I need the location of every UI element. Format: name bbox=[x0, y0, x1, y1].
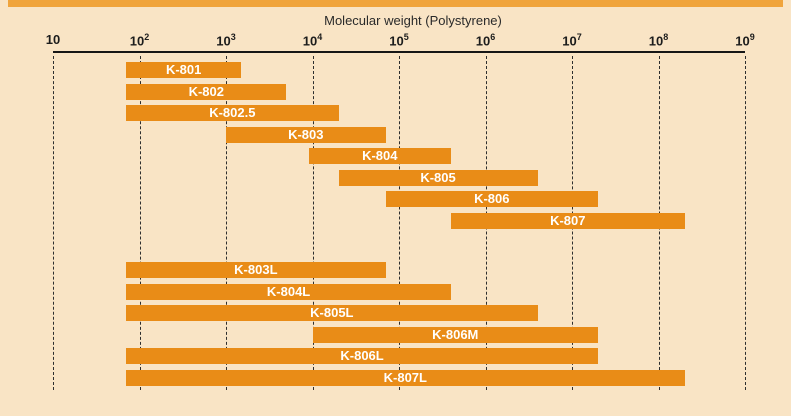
range-bar-label: K-803L bbox=[234, 262, 278, 277]
range-bar-k-805l: K-805L bbox=[126, 305, 538, 321]
range-bar-k-803l: K-803L bbox=[126, 262, 386, 278]
range-bar-label: K-804 bbox=[362, 148, 398, 163]
top-accent-bar bbox=[8, 0, 783, 7]
chart-title: Molecular weight (Polystyrene) bbox=[324, 13, 502, 28]
x-tick-label: 106 bbox=[475, 32, 496, 49]
x-tick-label: 103 bbox=[216, 32, 236, 49]
x-tick-label: 104 bbox=[302, 32, 323, 49]
range-bar-k-806l: K-806L bbox=[126, 348, 599, 364]
range-bar-label: K-802 bbox=[188, 83, 224, 99]
range-bar-label: K-801 bbox=[165, 62, 202, 77]
range-bar-k-806: K-806 bbox=[385, 191, 599, 207]
range-bar-k-802: K-802 bbox=[126, 83, 287, 100]
range-bar-label: K-806L bbox=[340, 348, 384, 363]
x-tick-label: 108 bbox=[648, 32, 669, 49]
range-bar-k-806m: K-806M bbox=[312, 326, 599, 343]
range-bar-k-802-5: K-802.5 bbox=[126, 105, 339, 121]
gridline bbox=[745, 56, 746, 390]
x-tick-label: 109 bbox=[735, 32, 755, 49]
x-tick-label: 10 bbox=[45, 32, 61, 47]
gridline bbox=[139, 56, 141, 390]
gridline bbox=[53, 56, 54, 390]
range-bar-k-807: K-807 bbox=[451, 212, 685, 229]
x-tick-label: 102 bbox=[129, 32, 150, 49]
range-bar-label: K-802.5 bbox=[209, 105, 256, 120]
range-bar-k-804: K-804 bbox=[308, 148, 452, 164]
range-bar-label: K-805L bbox=[310, 305, 354, 320]
x-axis-line bbox=[53, 51, 745, 53]
range-bar-label: K-807L bbox=[383, 369, 427, 385]
gridline bbox=[226, 56, 227, 390]
range-bar-k-805: K-805 bbox=[338, 169, 538, 186]
range-bar-k-807l: K-807L bbox=[126, 369, 685, 386]
x-tick-label: 107 bbox=[562, 32, 582, 49]
x-tick-label: 105 bbox=[389, 32, 409, 49]
range-bar-label: K-806M bbox=[432, 326, 479, 342]
gridline bbox=[399, 56, 400, 390]
range-bar-k-801: K-801 bbox=[126, 62, 242, 78]
range-bar-label: K-805 bbox=[420, 169, 456, 185]
range-bar-k-804l: K-804L bbox=[126, 283, 452, 300]
range-bar-label: K-807 bbox=[550, 212, 586, 228]
range-bar-label: K-803 bbox=[288, 126, 324, 142]
range-bar-k-803: K-803 bbox=[226, 126, 386, 143]
gridline bbox=[312, 56, 314, 390]
range-bar-label: K-804L bbox=[266, 283, 311, 299]
range-bar-label: K-806 bbox=[474, 191, 510, 206]
